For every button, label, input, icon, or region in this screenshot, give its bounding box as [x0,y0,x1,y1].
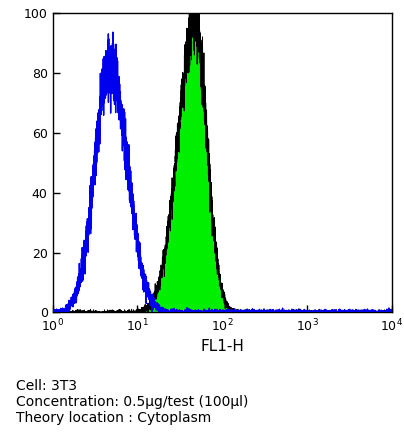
X-axis label: FL1-H: FL1-H [200,339,244,355]
Text: Cell: 3T3
Concentration: 0.5μg/test (100μl)
Theory location : Cytoplasm: Cell: 3T3 Concentration: 0.5μg/test (100… [16,379,248,425]
